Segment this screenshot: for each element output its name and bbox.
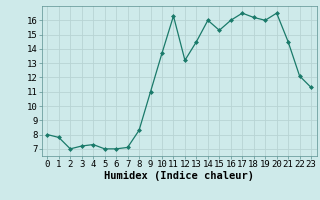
X-axis label: Humidex (Indice chaleur): Humidex (Indice chaleur) xyxy=(104,171,254,181)
